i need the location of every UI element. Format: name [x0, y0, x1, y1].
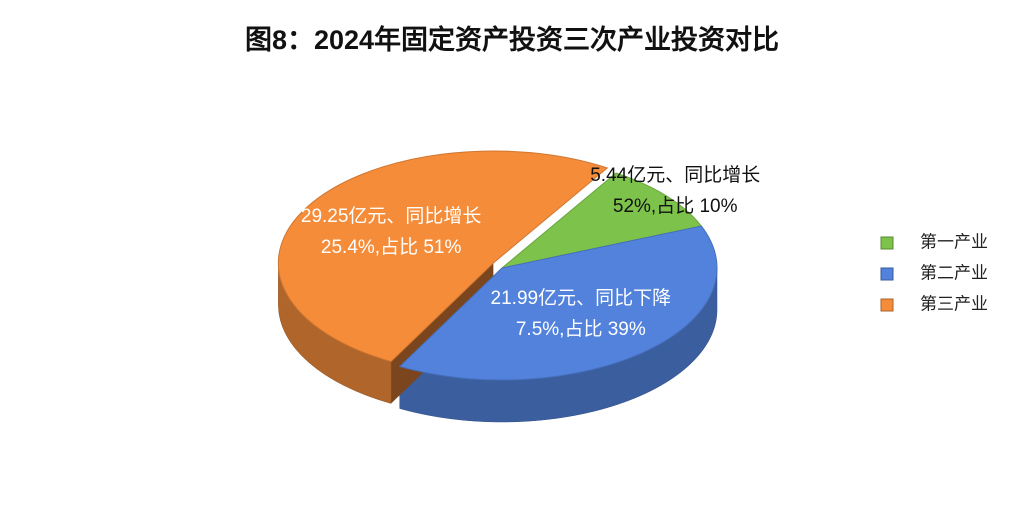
data-label: 21.99亿元、同比下降7.5%,占比 39%	[490, 287, 672, 340]
data-label: 5.44亿元、同比增长52%,占比 10%	[590, 165, 761, 218]
legend-swatch	[880, 236, 894, 250]
pie-slice	[398, 225, 718, 381]
chart-title: 图8：2024年固定资产投资三次产业投资对比	[245, 24, 779, 55]
legend-swatch	[880, 298, 894, 312]
slice-tops	[277, 150, 718, 381]
pie-slice	[501, 172, 703, 269]
legend-label: 第二产业	[920, 263, 988, 282]
legend-label: 第三产业	[920, 294, 988, 313]
data-label: 29.25亿元、同比增长25.4%,占比 51%	[300, 205, 482, 258]
legend-label: 第一产业	[920, 232, 988, 251]
pie-slice	[277, 150, 609, 363]
legend-swatch	[880, 267, 894, 281]
